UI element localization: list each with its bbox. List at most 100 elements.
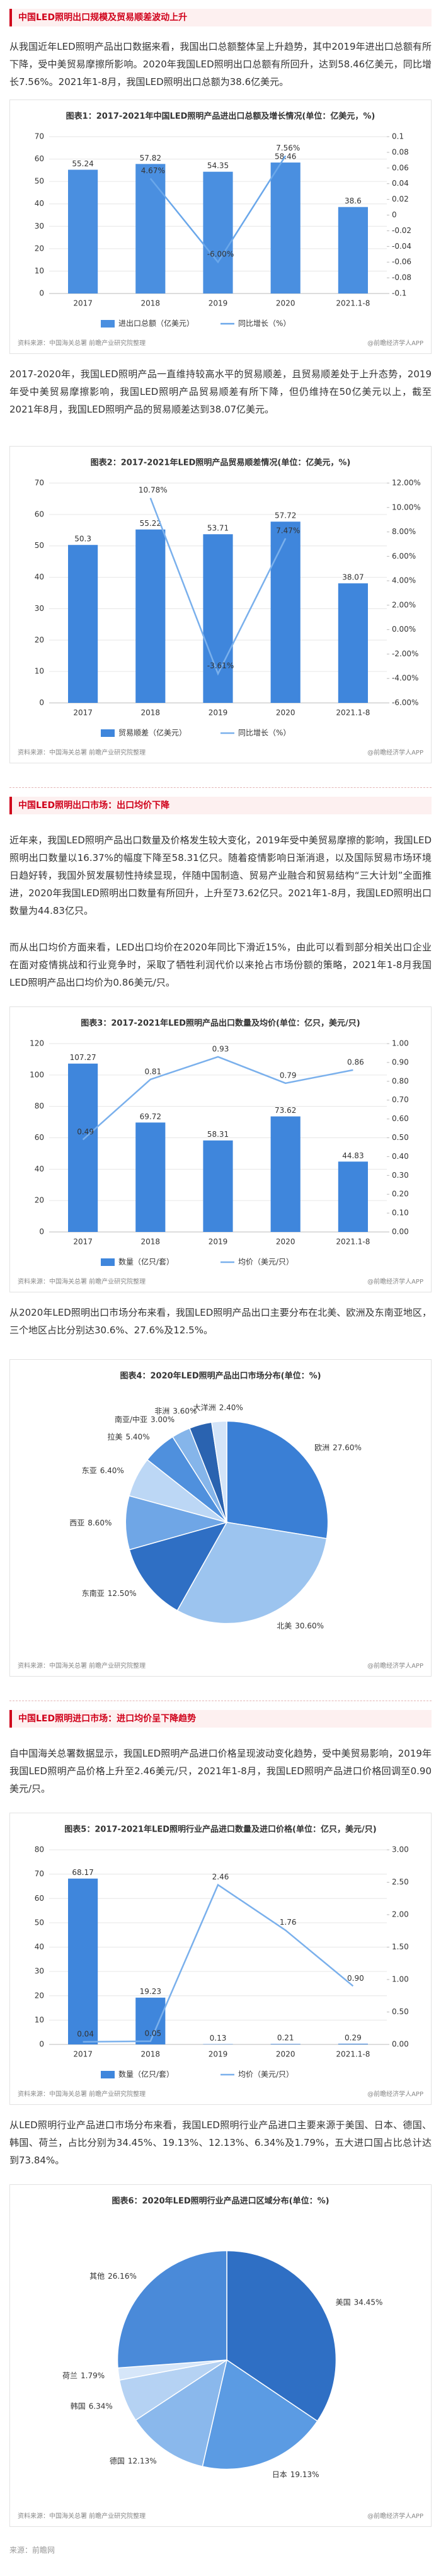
x-tick-label: 2017 (73, 709, 93, 717)
y2-tick-label: 0.10 (392, 1209, 409, 1217)
section-header: 中国LED照明出口规模及贸易顺差波动上升 (0, 0, 441, 31)
slice-label: 东南亚 12.50% (82, 1588, 137, 1597)
y-tick-label: 60 (35, 1133, 44, 1142)
slice-value: 3.00% (151, 1415, 175, 1424)
pie-slice (135, 2359, 228, 2467)
x-tick-label: 2017 (73, 1238, 93, 1246)
bar (68, 1063, 98, 1232)
y2-tick-label: 0.90 (392, 1057, 409, 1066)
slice-value: 3.60% (173, 1406, 197, 1415)
paragraph: 从2020年LED照明出口市场分布来看，我国LED照明产品出口主要分布在北美、欧… (9, 1307, 432, 1336)
bar (135, 529, 166, 703)
x-tick-label: 2018 (141, 299, 161, 308)
y2-tick-label: -2.00% (392, 649, 418, 658)
pie-slice (125, 1495, 229, 1551)
slice-name: 大洋洲 (193, 1402, 216, 1411)
slice-label: 南亚/中亚 3.00% (115, 1415, 175, 1424)
slice-value: 1.79% (81, 2371, 105, 2380)
line (82, 1056, 353, 1141)
bar-value-label: 57.82 (140, 154, 161, 162)
y-tick-label: 80 (35, 1845, 44, 1854)
line-value-label: 0.05 (144, 2029, 161, 2037)
bar-value-label: 58.31 (207, 1130, 229, 1139)
legend-label: 进出口总额（亿美元） (118, 319, 194, 328)
chart-title: 图表2：2017-2021年LED照明产品贸易顺差情况(单位：亿美元，%) (91, 458, 351, 468)
y2-tick-label: 12.00% (392, 479, 421, 487)
y-tick-label: 80 (35, 1102, 44, 1110)
chart-frame: 图表3：2017-2021年LED照明产品出口数量及均价(单位：亿只，美元/只)… (0, 1001, 441, 1297)
slice-label: 北美 30.60% (277, 1621, 324, 1630)
y2-tick-label: 0.30 (392, 1171, 409, 1180)
y-tick-label: 40 (35, 573, 44, 581)
slice-name: 非洲 (154, 1406, 169, 1415)
x-tick-label: 2018 (141, 1238, 161, 1246)
y-tick-label: 0 (39, 2040, 44, 2049)
bar (135, 1997, 166, 2044)
line-value-label: 10.78% (139, 486, 168, 494)
slice-label: 其他 26.16% (89, 2271, 137, 2280)
chart-credit: @前瞻经济学人APP (367, 339, 423, 347)
slice-value: 8.60% (88, 1518, 112, 1527)
paragraph: 从LED照明行业产品进口市场分布来看，我国LED照明行业产品进口主要来源于美国、… (9, 2119, 432, 2166)
y2-tick-label: 0.08 (392, 147, 409, 156)
chart-title: 图表6：2020年LED照明行业产品进口区域分布(单位：%) (112, 2196, 329, 2206)
y2-tick-label: 0.1 (392, 132, 404, 141)
chart-credit: @前瞻经济学人APP (367, 2512, 423, 2520)
x-tick-label: 2021.1-8 (336, 299, 370, 308)
y-tick-label: 40 (35, 1942, 44, 1951)
slice-name: 其他 (89, 2271, 105, 2280)
slice-label: 日本 19.13% (272, 2470, 319, 2478)
slice-value: 12.50% (108, 1588, 137, 1597)
y-tick-label: 20 (35, 635, 44, 644)
y-tick-label: 60 (35, 1894, 44, 1903)
chart: 图表1：2017-2021年中国LED照明产品进出口总额及增长情况(单位：亿美元… (9, 100, 432, 354)
bar-value-label: 107.27 (70, 1053, 96, 1062)
chart-frame: 图表6：2020年LED照明行业产品进口区域分布(单位：%) 美国 34.45% 日本… (0, 2179, 441, 2532)
line-value-label: 4.67% (141, 166, 165, 175)
y2-tick-label: 1.00 (392, 1039, 409, 1048)
chart-source: 资料来源：中国海关总署 前瞻产业研究院整理 (18, 2512, 146, 2520)
paragraph: 近年来，我国LED照明产品出口数量及价格发生较大变化，2019年受中美贸易摩擦的… (9, 835, 432, 916)
slice-name: 德国 (110, 2456, 125, 2465)
y-tick-label: 70 (35, 132, 44, 141)
chart-credit: @前瞻经济学人APP (367, 1661, 423, 1670)
y-tick-label: 10 (35, 2015, 44, 2024)
line (149, 498, 287, 676)
bar-value-label: 50.3 (74, 535, 91, 544)
y-tick-label: 0 (39, 698, 44, 707)
chart-frame: 图表4：2020年LED照明产品出口市场分布(单位：%) 欧洲 27.60% 北美 30… (0, 1354, 441, 1682)
chart-frame: 图表2：2017-2021年LED照明产品贸易顺差情况(单位：亿美元，%) 0 10… (0, 441, 441, 768)
y2-tick-label: 0.70 (392, 1095, 409, 1104)
chart-title: 图表3：2017-2021年LED照明产品出口数量及均价(单位：亿只，美元/只) (81, 1018, 360, 1029)
chart-credit: @前瞻经济学人APP (367, 1277, 423, 1285)
bar (338, 1161, 368, 1232)
chart-title: 图表5：2017-2021年LED照明行业产品进口数量及进口价格(单位：亿只，美… (64, 1825, 376, 1835)
section-header: 中国LED照明出口市场：出口均价下降 (0, 788, 441, 814)
chart-source: 资料来源：中国海关总署 前瞻产业研究院整理 (18, 339, 146, 347)
bar (68, 1878, 98, 2044)
y2-tick-label: 6.00% (392, 552, 416, 561)
bar (203, 534, 233, 703)
line-value-label: 0.93 (212, 1044, 229, 1053)
y-tick-label: 120 (30, 1039, 44, 1048)
y-tick-label: 70 (35, 479, 44, 487)
chart-source: 资料来源：中国海关总署 前瞻产业研究院整理 (18, 1277, 146, 1285)
chart: 图表3：2017-2021年LED照明产品出口数量及均价(单位：亿只，美元/只)… (9, 1006, 432, 1292)
bar-value-label: 38.6 (345, 197, 362, 205)
y-tick-label: 30 (35, 222, 44, 231)
bar-value-label: 73.62 (275, 1106, 296, 1115)
chart-title: 图表4：2020年LED照明产品出口市场分布(单位：%) (120, 1371, 321, 1381)
bar-value-label: 55.22 (140, 519, 161, 528)
line-value-label: 7.47% (276, 526, 300, 535)
slice-label: 大洋洲 2.40% (193, 1402, 243, 1411)
slice-value: 30.60% (295, 1621, 324, 1630)
chart-source: 资料来源：中国海关总署 前瞻产业研究院整理 (18, 1661, 146, 1670)
legend-label: 均价（美元/只） (238, 2070, 294, 2079)
y-tick-label: 100 (30, 1070, 44, 1079)
y-tick-label: 20 (35, 1991, 44, 2000)
bar (68, 169, 98, 294)
bar (135, 164, 166, 294)
bar-value-label: 69.72 (140, 1112, 161, 1121)
y-tick-label: 10 (35, 266, 44, 275)
